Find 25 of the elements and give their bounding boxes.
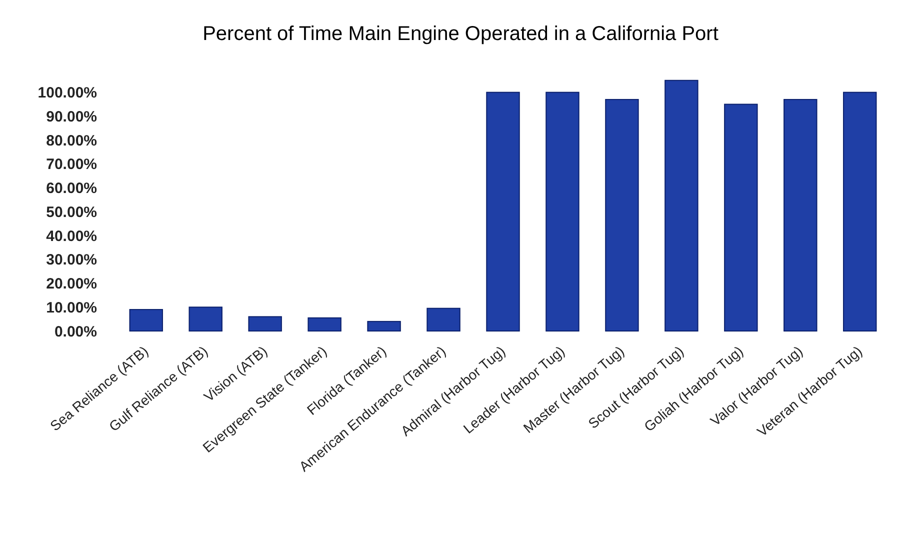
y-tick-label: 60.00% bbox=[46, 180, 97, 198]
bar bbox=[546, 92, 580, 332]
bar bbox=[664, 80, 698, 332]
bar bbox=[486, 92, 520, 332]
bar bbox=[248, 316, 282, 332]
y-tick-label: 0.00% bbox=[54, 323, 97, 340]
y-tick-label: 40.00% bbox=[46, 228, 97, 245]
y-tick-label: 100.00% bbox=[38, 84, 97, 102]
bar bbox=[784, 98, 818, 332]
y-tick-label: 50.00% bbox=[46, 204, 97, 221]
bar bbox=[188, 306, 222, 332]
y-tick-label: 70.00% bbox=[46, 156, 97, 174]
chart-title: Percent of Time Main Engine Operated in a California Port bbox=[202, 23, 719, 45]
y-tick-label: 10.00% bbox=[46, 299, 97, 316]
bar bbox=[308, 317, 342, 332]
bar bbox=[605, 98, 639, 332]
bar bbox=[129, 309, 163, 332]
y-tick-label: 20.00% bbox=[46, 276, 97, 293]
y-tick-label: 30.00% bbox=[46, 252, 97, 269]
bar bbox=[724, 104, 758, 332]
bar bbox=[367, 320, 401, 332]
y-tick-label: 80.00% bbox=[46, 132, 97, 150]
bar bbox=[843, 92, 877, 332]
bar bbox=[426, 308, 460, 332]
y-tick-label: 90.00% bbox=[46, 108, 97, 126]
